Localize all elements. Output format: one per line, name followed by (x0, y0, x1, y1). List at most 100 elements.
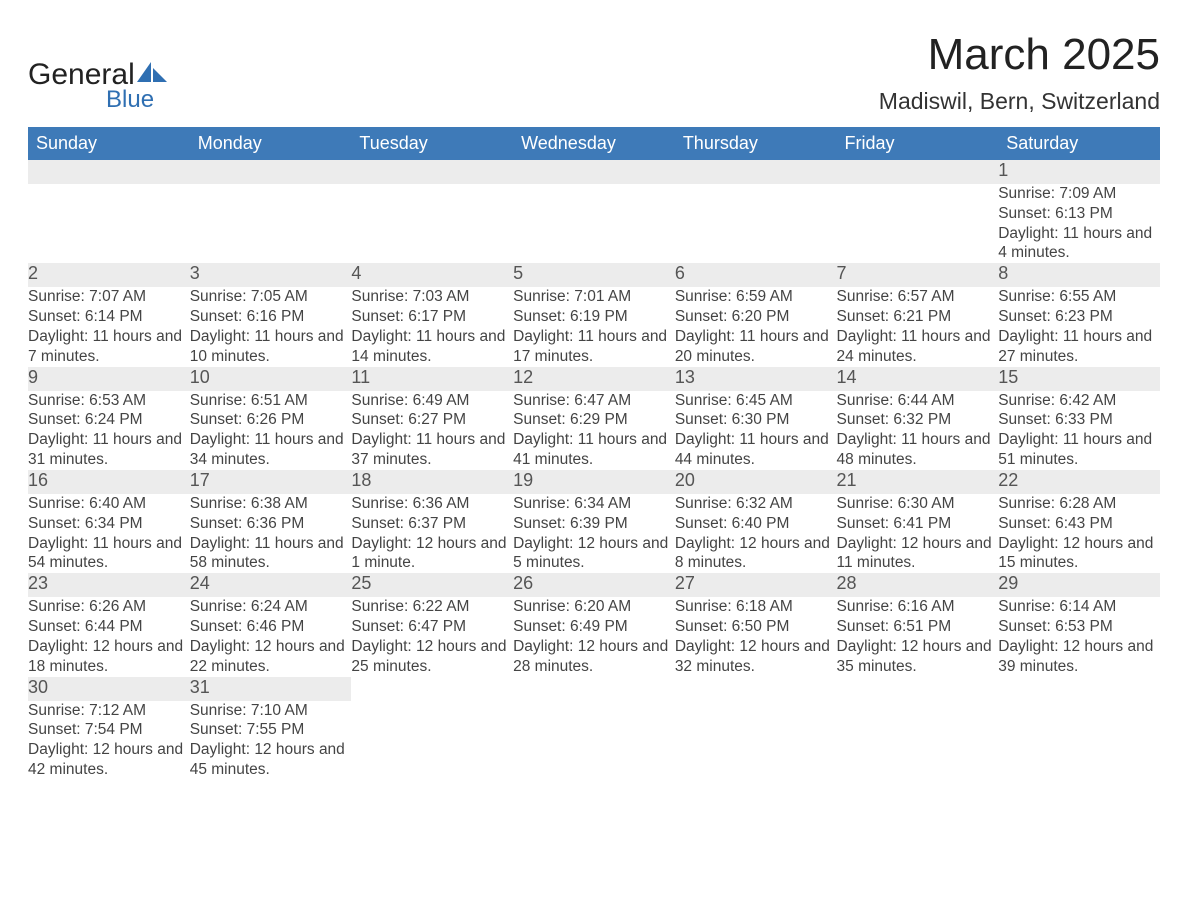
sunrise-line: Sunrise: 6:24 AM (190, 597, 352, 617)
day-number-cell (28, 160, 190, 184)
day-detail-row: Sunrise: 6:40 AMSunset: 6:34 PMDaylight:… (28, 494, 1160, 573)
brand-top-text: General (28, 58, 135, 91)
sunset-line: Sunset: 6:51 PM (837, 617, 999, 637)
sunrise-line: Sunrise: 6:53 AM (28, 391, 190, 411)
daylight-line: Daylight: 12 hours and 32 minutes. (675, 637, 837, 677)
day-number-cell: 19 (513, 470, 675, 494)
sunset-line: Sunset: 7:55 PM (190, 720, 352, 740)
daylight-line: Daylight: 11 hours and 31 minutes. (28, 430, 190, 470)
day-number-cell (998, 677, 1160, 701)
day-detail-cell (351, 701, 513, 780)
day-detail-cell: Sunrise: 6:26 AMSunset: 6:44 PMDaylight:… (28, 597, 190, 676)
day-number-cell: 15 (998, 367, 1160, 391)
day-detail-cell (837, 184, 999, 263)
sunrise-line: Sunrise: 6:51 AM (190, 391, 352, 411)
day-detail-cell (513, 184, 675, 263)
brand-logo: General Blue (28, 30, 167, 114)
day-number-cell: 17 (190, 470, 352, 494)
day-number-cell: 3 (190, 263, 352, 287)
sunset-line: Sunset: 6:13 PM (998, 204, 1160, 224)
daylight-line: Daylight: 11 hours and 20 minutes. (675, 327, 837, 367)
day-detail-cell: Sunrise: 7:09 AMSunset: 6:13 PMDaylight:… (998, 184, 1160, 263)
sunset-line: Sunset: 6:53 PM (998, 617, 1160, 637)
weekday-header: Wednesday (513, 127, 675, 160)
day-detail-cell: Sunrise: 6:57 AMSunset: 6:21 PMDaylight:… (837, 287, 999, 366)
sunrise-line: Sunrise: 6:14 AM (998, 597, 1160, 617)
daylight-line: Daylight: 11 hours and 10 minutes. (190, 327, 352, 367)
day-number-row: 3031 (28, 677, 1160, 701)
sunset-line: Sunset: 6:44 PM (28, 617, 190, 637)
day-number-cell: 7 (837, 263, 999, 287)
sunrise-line: Sunrise: 7:01 AM (513, 287, 675, 307)
sunset-line: Sunset: 6:36 PM (190, 514, 352, 534)
day-detail-cell: Sunrise: 7:05 AMSunset: 6:16 PMDaylight:… (190, 287, 352, 366)
day-number-row: 16171819202122 (28, 470, 1160, 494)
sunset-line: Sunset: 7:54 PM (28, 720, 190, 740)
day-detail-cell: Sunrise: 6:49 AMSunset: 6:27 PMDaylight:… (351, 391, 513, 470)
daylight-line: Daylight: 12 hours and 25 minutes. (351, 637, 513, 677)
day-detail-cell (190, 184, 352, 263)
day-number-cell (837, 677, 999, 701)
title-block: March 2025 Madiswil, Bern, Switzerland (879, 30, 1160, 115)
day-number-cell: 10 (190, 367, 352, 391)
day-detail-cell: Sunrise: 6:22 AMSunset: 6:47 PMDaylight:… (351, 597, 513, 676)
day-number-cell (675, 677, 837, 701)
day-number-row: 2345678 (28, 263, 1160, 287)
daylight-line: Daylight: 11 hours and 54 minutes. (28, 534, 190, 574)
sunrise-line: Sunrise: 6:32 AM (675, 494, 837, 514)
day-detail-cell: Sunrise: 6:47 AMSunset: 6:29 PMDaylight:… (513, 391, 675, 470)
day-detail-cell: Sunrise: 6:16 AMSunset: 6:51 PMDaylight:… (837, 597, 999, 676)
sunrise-line: Sunrise: 6:49 AM (351, 391, 513, 411)
sunrise-line: Sunrise: 7:07 AM (28, 287, 190, 307)
day-number-cell: 12 (513, 367, 675, 391)
day-detail-cell: Sunrise: 6:24 AMSunset: 6:46 PMDaylight:… (190, 597, 352, 676)
day-detail-row: Sunrise: 7:09 AMSunset: 6:13 PMDaylight:… (28, 184, 1160, 263)
sunrise-line: Sunrise: 6:47 AM (513, 391, 675, 411)
day-number-cell: 2 (28, 263, 190, 287)
daylight-line: Daylight: 12 hours and 35 minutes. (837, 637, 999, 677)
day-number-row: 23242526272829 (28, 573, 1160, 597)
sunrise-line: Sunrise: 6:30 AM (837, 494, 999, 514)
daylight-line: Daylight: 12 hours and 42 minutes. (28, 740, 190, 780)
day-detail-row: Sunrise: 6:26 AMSunset: 6:44 PM Daylight:… (28, 597, 1160, 676)
day-number-cell: 26 (513, 573, 675, 597)
daylight-line: Daylight: 11 hours and 58 minutes. (190, 534, 352, 574)
weekday-header: Saturday (998, 127, 1160, 160)
day-detail-cell (351, 184, 513, 263)
day-detail-cell: Sunrise: 7:07 AMSunset: 6:14 PMDaylight:… (28, 287, 190, 366)
daylight-line: Daylight: 11 hours and 27 minutes. (998, 327, 1160, 367)
daylight-line: Daylight: 11 hours and 7 minutes. (28, 327, 190, 367)
day-number-cell: 14 (837, 367, 999, 391)
sunrise-line: Sunrise: 6:34 AM (513, 494, 675, 514)
sunrise-line: Sunrise: 6:36 AM (351, 494, 513, 514)
sunset-line: Sunset: 6:20 PM (675, 307, 837, 327)
day-number-cell: 1 (998, 160, 1160, 184)
sunset-line: Sunset: 6:14 PM (28, 307, 190, 327)
weekday-header: Tuesday (351, 127, 513, 160)
daylight-line: Daylight: 12 hours and 11 minutes. (837, 534, 999, 574)
day-detail-cell: Sunrise: 6:34 AMSunset: 6:39 PMDaylight:… (513, 494, 675, 573)
day-number-cell: 4 (351, 263, 513, 287)
day-number-cell: 6 (675, 263, 837, 287)
day-detail-cell: Sunrise: 7:12 AMSunset: 7:54 PMDaylight:… (28, 701, 190, 780)
sunset-line: Sunset: 6:19 PM (513, 307, 675, 327)
day-number-cell: 28 (837, 573, 999, 597)
day-detail-cell: Sunrise: 6:55 AMSunset: 6:23 PMDaylight:… (998, 287, 1160, 366)
daylight-line: Daylight: 12 hours and 39 minutes. (998, 637, 1160, 677)
sunset-line: Sunset: 6:39 PM (513, 514, 675, 534)
day-number-cell: 27 (675, 573, 837, 597)
daylight-line: Daylight: 12 hours and 15 minutes. (998, 534, 1160, 574)
day-number-cell (513, 160, 675, 184)
day-number-cell: 18 (351, 470, 513, 494)
day-detail-cell (837, 701, 999, 780)
sunrise-line: Sunrise: 6:26 AM (28, 597, 190, 617)
page-header: General Blue March 2025 Madiswil, Bern, … (28, 30, 1160, 115)
sunrise-line: Sunrise: 6:18 AM (675, 597, 837, 617)
day-detail-cell: Sunrise: 6:59 AMSunset: 6:20 PMDaylight:… (675, 287, 837, 366)
day-number-cell: 11 (351, 367, 513, 391)
sunset-line: Sunset: 6:50 PM (675, 617, 837, 637)
day-detail-cell: Sunrise: 6:42 AMSunset: 6:33 PMDaylight:… (998, 391, 1160, 470)
day-detail-cell: Sunrise: 6:32 AMSunset: 6:40 PMDaylight:… (675, 494, 837, 573)
day-number-cell (837, 160, 999, 184)
sunset-line: Sunset: 6:49 PM (513, 617, 675, 637)
